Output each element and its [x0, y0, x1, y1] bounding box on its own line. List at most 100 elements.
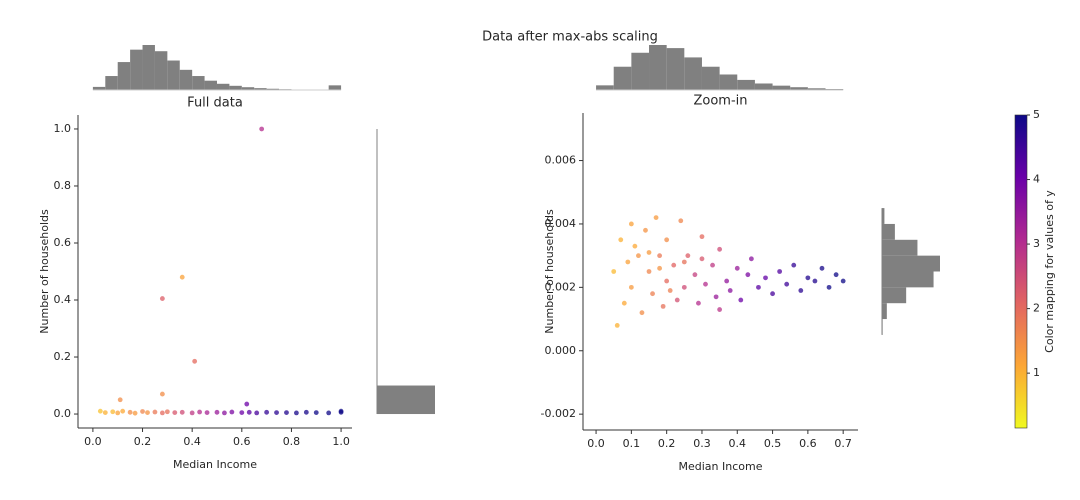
figure-title: Data after max-abs scaling — [482, 30, 658, 45]
hist-bar — [666, 48, 685, 90]
point — [628, 221, 634, 227]
x-tick-label: 0.0 — [84, 435, 102, 448]
hist-bar — [882, 239, 918, 256]
point — [777, 269, 783, 274]
hist-bar — [596, 85, 614, 90]
point — [214, 409, 220, 415]
hist-bar — [701, 66, 720, 90]
hist-bar — [154, 51, 168, 90]
hist-bar — [142, 45, 155, 90]
point — [833, 272, 839, 278]
x-tick-label: 0.2 — [134, 435, 152, 448]
point — [724, 278, 730, 284]
y-tick-label: 0.0 — [54, 407, 72, 420]
hist-bar — [216, 83, 230, 90]
point — [303, 409, 309, 415]
point — [667, 288, 673, 293]
x-tick-label: 0.7 — [834, 437, 852, 450]
y-tick-label: 0.8 — [54, 179, 72, 192]
x-tick-label: 0.6 — [799, 437, 817, 450]
point — [284, 410, 289, 416]
hist-bar — [754, 83, 773, 90]
hist-bar — [882, 208, 885, 224]
point — [115, 410, 121, 416]
point — [246, 409, 252, 415]
point — [826, 284, 832, 290]
point — [685, 253, 691, 259]
point — [840, 278, 846, 284]
point — [657, 253, 663, 259]
point — [657, 265, 663, 271]
x-tick-label: 0.4 — [729, 437, 747, 450]
y-axis-label: Number of households — [543, 209, 556, 334]
point — [140, 409, 145, 414]
point — [132, 410, 138, 416]
point — [646, 269, 652, 274]
hist-bar — [882, 255, 940, 272]
point — [674, 297, 680, 303]
colorbar-tick-label: 4 — [1033, 173, 1040, 186]
point — [239, 410, 245, 416]
point — [699, 256, 705, 262]
hist-bar — [684, 57, 702, 90]
hist-bar — [882, 223, 895, 240]
y-tick-label: 0.004 — [545, 217, 577, 230]
point — [646, 250, 652, 255]
y-tick-label: 0.002 — [545, 280, 577, 293]
point — [152, 409, 158, 415]
colorbar-label: Color mapping for values of y — [1043, 190, 1056, 353]
hist-bar — [790, 87, 808, 90]
point — [254, 410, 260, 416]
point — [244, 401, 250, 407]
x-axis-label: Median Income — [173, 458, 257, 471]
point — [805, 275, 811, 281]
point — [294, 410, 299, 416]
x-axis-label: Median Income — [679, 460, 763, 473]
point — [259, 126, 265, 132]
point — [756, 284, 761, 290]
point — [628, 284, 634, 290]
hist-bar — [204, 80, 217, 90]
hist-bar — [167, 60, 180, 90]
point — [717, 246, 723, 252]
hist-bar — [179, 69, 193, 90]
hist-bar — [882, 287, 907, 304]
point — [159, 391, 165, 397]
point — [145, 410, 150, 416]
hist-bar — [105, 76, 118, 90]
hist-bar — [254, 88, 267, 90]
point — [734, 265, 740, 271]
point — [692, 272, 698, 278]
hist-bar — [229, 85, 242, 90]
point — [784, 281, 790, 287]
hist-bar — [192, 76, 205, 90]
colorbar-tick-label: 2 — [1033, 302, 1040, 315]
point — [229, 409, 235, 415]
point — [812, 278, 818, 284]
point — [164, 409, 170, 415]
point — [326, 410, 332, 416]
point — [159, 410, 165, 416]
point — [717, 307, 723, 312]
x-tick-label: 0.1 — [623, 437, 641, 450]
y-tick-label: 0.6 — [54, 236, 72, 249]
y-tick-label: 0.000 — [545, 344, 577, 357]
y-tick-label: -0.002 — [541, 407, 576, 420]
point — [632, 243, 638, 249]
point — [699, 234, 705, 240]
hist-bar — [117, 62, 131, 90]
colorbar-tick-label: 1 — [1033, 366, 1040, 379]
point — [791, 262, 797, 268]
y-tick-label: 0.4 — [54, 293, 72, 306]
hist-bar — [807, 88, 826, 90]
point — [745, 272, 751, 278]
hist-bar — [882, 271, 934, 288]
hist-bar — [882, 303, 887, 320]
point — [625, 259, 631, 265]
point — [664, 278, 670, 284]
hist-bar — [719, 74, 738, 90]
point — [798, 288, 804, 293]
point — [660, 303, 666, 309]
point — [748, 256, 754, 262]
